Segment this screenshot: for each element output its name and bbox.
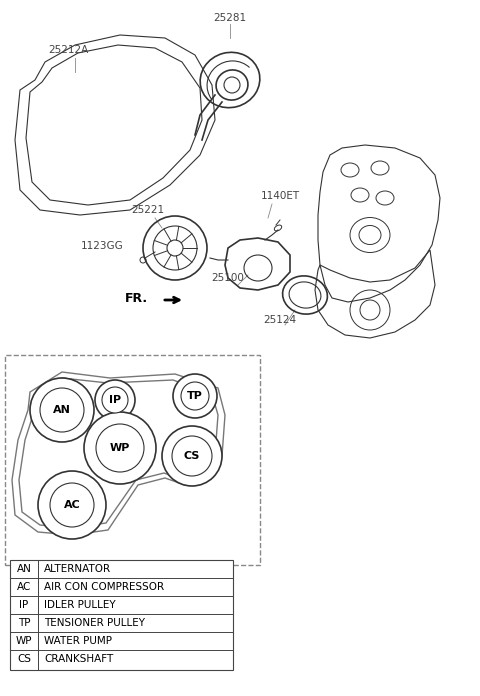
Text: TP: TP bbox=[18, 618, 30, 628]
Circle shape bbox=[30, 378, 94, 442]
Text: IDLER PULLEY: IDLER PULLEY bbox=[44, 600, 116, 610]
Text: AN: AN bbox=[53, 405, 71, 415]
Circle shape bbox=[172, 436, 212, 476]
Text: 25212A: 25212A bbox=[48, 45, 88, 55]
Text: AN: AN bbox=[17, 564, 31, 574]
Circle shape bbox=[102, 387, 128, 413]
Text: CS: CS bbox=[17, 654, 31, 664]
Text: ALTERNATOR: ALTERNATOR bbox=[44, 564, 111, 574]
Circle shape bbox=[95, 380, 135, 420]
Text: AC: AC bbox=[17, 582, 31, 592]
Text: WATER PUMP: WATER PUMP bbox=[44, 636, 112, 646]
Circle shape bbox=[181, 382, 209, 410]
Circle shape bbox=[96, 424, 144, 472]
Text: FR.: FR. bbox=[125, 292, 148, 305]
Text: CS: CS bbox=[184, 451, 200, 461]
Circle shape bbox=[162, 426, 222, 486]
Text: 25100: 25100 bbox=[212, 273, 244, 283]
FancyBboxPatch shape bbox=[10, 560, 233, 670]
Text: 25221: 25221 bbox=[132, 205, 165, 215]
Text: 25124: 25124 bbox=[264, 315, 297, 325]
Text: AC: AC bbox=[64, 500, 80, 510]
Text: IP: IP bbox=[109, 395, 121, 405]
Circle shape bbox=[40, 388, 84, 432]
Circle shape bbox=[84, 412, 156, 484]
Text: TP: TP bbox=[187, 391, 203, 401]
Text: WP: WP bbox=[16, 636, 32, 646]
Text: TENSIONER PULLEY: TENSIONER PULLEY bbox=[44, 618, 145, 628]
Text: 1140ET: 1140ET bbox=[261, 191, 300, 201]
Text: 25281: 25281 bbox=[214, 13, 247, 23]
Circle shape bbox=[50, 483, 94, 527]
Circle shape bbox=[173, 374, 217, 418]
Text: AIR CON COMPRESSOR: AIR CON COMPRESSOR bbox=[44, 582, 164, 592]
Circle shape bbox=[38, 471, 106, 539]
Text: CRANKSHAFT: CRANKSHAFT bbox=[44, 654, 113, 664]
Text: WP: WP bbox=[110, 443, 130, 453]
Text: 1123GG: 1123GG bbox=[81, 241, 123, 251]
Text: IP: IP bbox=[19, 600, 29, 610]
